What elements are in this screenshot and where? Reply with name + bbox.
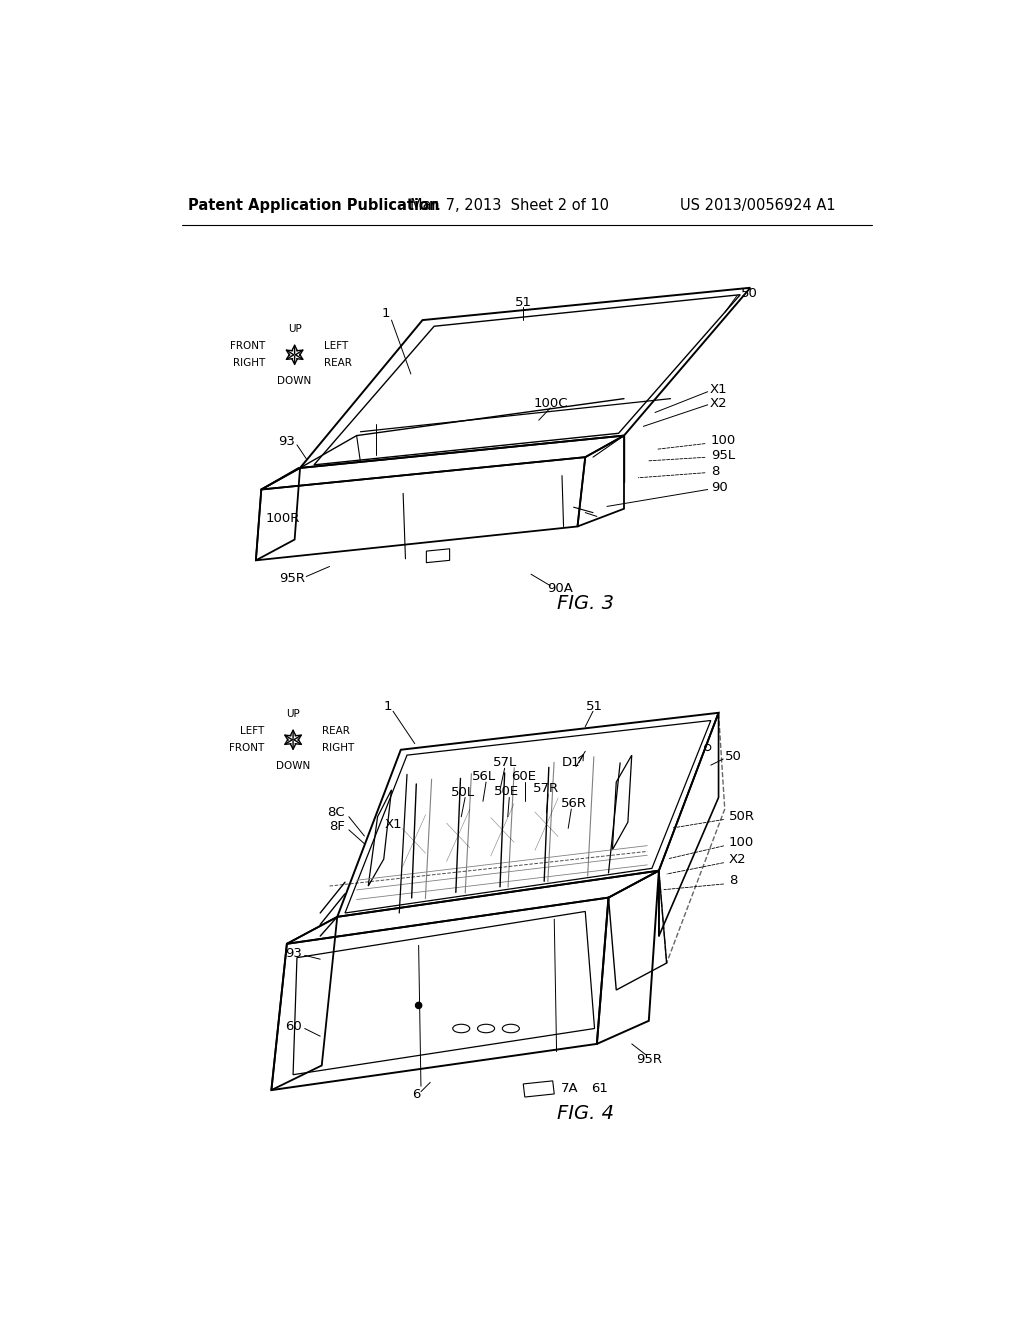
Text: 8C: 8C — [328, 807, 345, 820]
Text: 95R: 95R — [636, 1053, 662, 1065]
Text: 51: 51 — [515, 296, 531, 309]
Text: Patent Application Publication: Patent Application Publication — [187, 198, 439, 213]
Text: 95R: 95R — [280, 572, 305, 585]
Text: 50L: 50L — [451, 785, 475, 799]
Text: 1: 1 — [382, 308, 390, 321]
Text: 90: 90 — [711, 482, 727, 495]
Text: 100: 100 — [711, 434, 736, 447]
Text: 93: 93 — [286, 948, 302, 961]
Text: 8F: 8F — [329, 820, 345, 833]
Text: 51: 51 — [586, 700, 603, 713]
Text: 8: 8 — [729, 874, 737, 887]
Text: LEFT: LEFT — [240, 726, 264, 737]
Text: 50: 50 — [725, 750, 741, 763]
Text: 6: 6 — [412, 1088, 421, 1101]
Text: FIG. 4: FIG. 4 — [557, 1104, 613, 1123]
Text: 60E: 60E — [511, 770, 536, 783]
Text: 90A: 90A — [548, 582, 573, 594]
Text: FRONT: FRONT — [229, 743, 264, 754]
Text: D1: D1 — [562, 756, 581, 770]
Text: 8: 8 — [711, 465, 719, 478]
Text: 56L: 56L — [472, 770, 496, 783]
Text: UP: UP — [288, 323, 301, 334]
Text: 57L: 57L — [493, 756, 517, 770]
Text: 60: 60 — [286, 1020, 302, 1034]
Text: 93: 93 — [278, 436, 295, 449]
Text: 56R: 56R — [560, 797, 587, 810]
Text: RIGHT: RIGHT — [322, 743, 354, 754]
Text: 61: 61 — [591, 1082, 607, 1096]
Text: RIGHT: RIGHT — [233, 358, 265, 368]
Text: X1: X1 — [384, 818, 401, 832]
Text: UP: UP — [286, 709, 300, 719]
Text: X2: X2 — [710, 397, 727, 409]
Text: 50E: 50E — [494, 785, 519, 797]
Text: US 2013/0056924 A1: US 2013/0056924 A1 — [680, 198, 836, 213]
Text: DOWN: DOWN — [278, 376, 311, 385]
Text: X2: X2 — [729, 853, 746, 866]
Text: X1: X1 — [710, 383, 727, 396]
Text: 100R: 100R — [266, 512, 300, 525]
Text: 100C: 100C — [534, 397, 567, 409]
Text: 7A: 7A — [561, 1082, 579, 1096]
Text: 100: 100 — [729, 836, 754, 849]
Text: 57R: 57R — [534, 781, 559, 795]
Text: REAR: REAR — [324, 358, 351, 368]
Text: 1: 1 — [383, 700, 392, 713]
Text: LEFT: LEFT — [324, 342, 348, 351]
Text: FRONT: FRONT — [230, 342, 265, 351]
Text: FIG. 3: FIG. 3 — [557, 594, 613, 612]
Text: 50R: 50R — [729, 810, 755, 824]
Text: 50: 50 — [741, 286, 758, 300]
Text: DOWN: DOWN — [275, 760, 310, 771]
Circle shape — [416, 1002, 422, 1008]
Text: 95L: 95L — [711, 449, 735, 462]
Text: REAR: REAR — [322, 726, 350, 737]
Text: Mar. 7, 2013  Sheet 2 of 10: Mar. 7, 2013 Sheet 2 of 10 — [410, 198, 608, 213]
